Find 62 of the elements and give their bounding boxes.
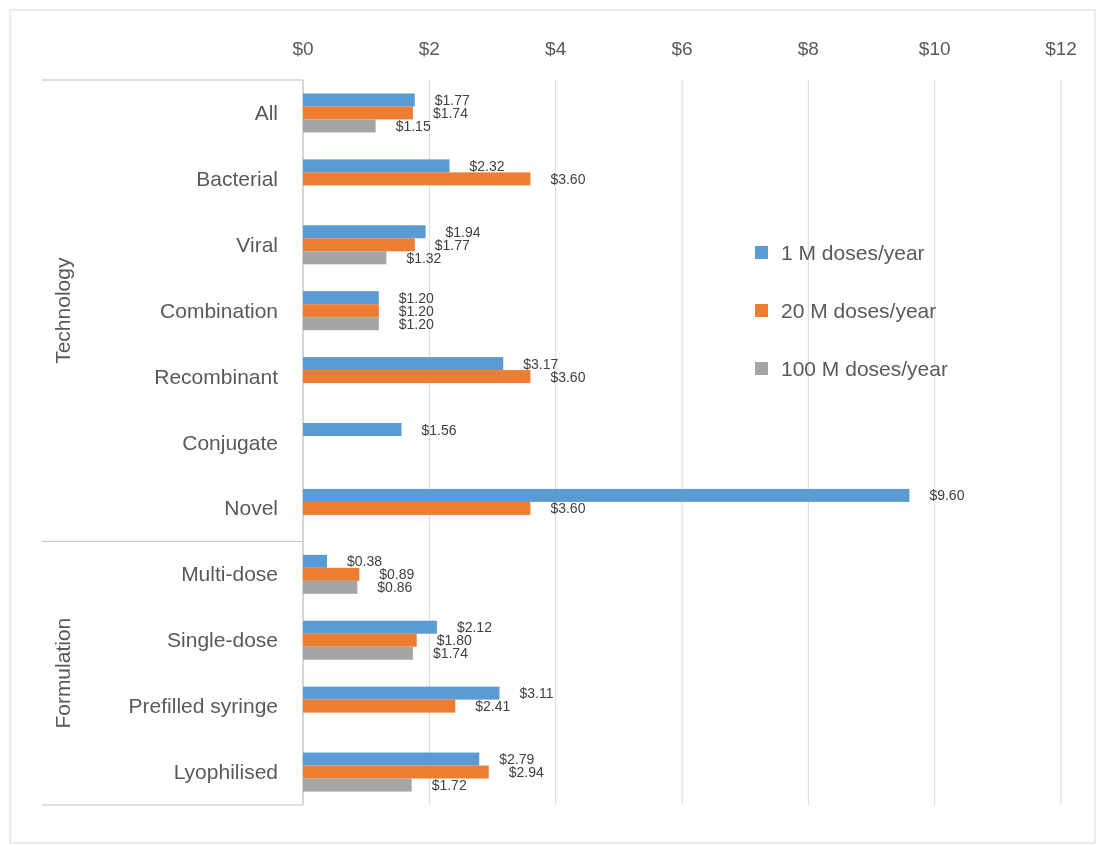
- data-label: $1.56: [421, 421, 457, 438]
- data-label: $3.11: [519, 685, 554, 702]
- bar: [303, 778, 412, 792]
- text: Technology: [51, 257, 74, 364]
- bar: [303, 752, 480, 766]
- bar: [303, 159, 450, 173]
- y-tick-label: Novel: [224, 496, 278, 520]
- y-tick-label: Bacterial: [196, 166, 278, 190]
- y-tick-label: Combination: [160, 298, 278, 322]
- y-tick-label: Lyophilised: [173, 760, 278, 784]
- bar: [303, 106, 413, 120]
- bar: [303, 488, 910, 502]
- y-tick-label: Single-dose: [167, 628, 278, 652]
- x-tick-label: $10: [918, 38, 951, 59]
- x-tick-label: $4: [545, 38, 567, 59]
- bar: [303, 251, 387, 265]
- x-tick-label: $0: [292, 38, 314, 59]
- y-tick-label: Multi-dose: [181, 562, 278, 586]
- bar: [303, 501, 531, 515]
- bar: [303, 291, 379, 305]
- x-tick-label: $2: [418, 38, 440, 59]
- data-label: $1.72: [431, 777, 467, 794]
- bar: [303, 317, 379, 331]
- y-tick-label: Viral: [236, 232, 278, 256]
- data-label: $1.77: [434, 91, 471, 108]
- bar: [303, 633, 417, 647]
- data-label: $3.60: [550, 170, 586, 187]
- bar: [303, 119, 376, 133]
- data-label: $1.15: [395, 117, 431, 134]
- bar: [303, 699, 456, 713]
- bar: [303, 620, 437, 634]
- x-tick-label: $6: [671, 38, 693, 59]
- x-tick-label: $12: [1045, 38, 1077, 59]
- bar: [303, 580, 358, 594]
- bar: [303, 357, 504, 371]
- data-label: $1.94: [445, 223, 481, 240]
- bar: [303, 370, 531, 384]
- bar: [303, 304, 379, 318]
- bar: [303, 423, 402, 436]
- data-label: $9.60: [929, 487, 965, 504]
- text: Formulation: [51, 617, 74, 729]
- x-tick-label: $8: [797, 38, 819, 59]
- data-label: $2.32: [469, 157, 505, 174]
- bar: [303, 238, 415, 252]
- legend-label: 100 M doses/year: [781, 357, 948, 380]
- y-tick-label: Prefilled syringe: [128, 694, 278, 718]
- data-label: $1.20: [398, 289, 435, 306]
- bar: [303, 567, 360, 581]
- bar: [303, 172, 531, 186]
- y-tick-label: All: [254, 100, 278, 124]
- data-label: $3.60: [550, 500, 586, 517]
- bar: [303, 686, 500, 700]
- y-tick-label: Recombinant: [154, 364, 279, 388]
- data-label: $2.41: [475, 698, 511, 715]
- bar: [303, 93, 415, 107]
- y-tick-label: Conjugate: [182, 430, 278, 454]
- bar: [303, 765, 489, 779]
- bar: [303, 646, 413, 660]
- legend-label: 1 M doses/year: [781, 241, 925, 264]
- legend-label: 20 M doses/year: [781, 299, 937, 322]
- bar: [303, 225, 426, 239]
- bar: [303, 554, 327, 568]
